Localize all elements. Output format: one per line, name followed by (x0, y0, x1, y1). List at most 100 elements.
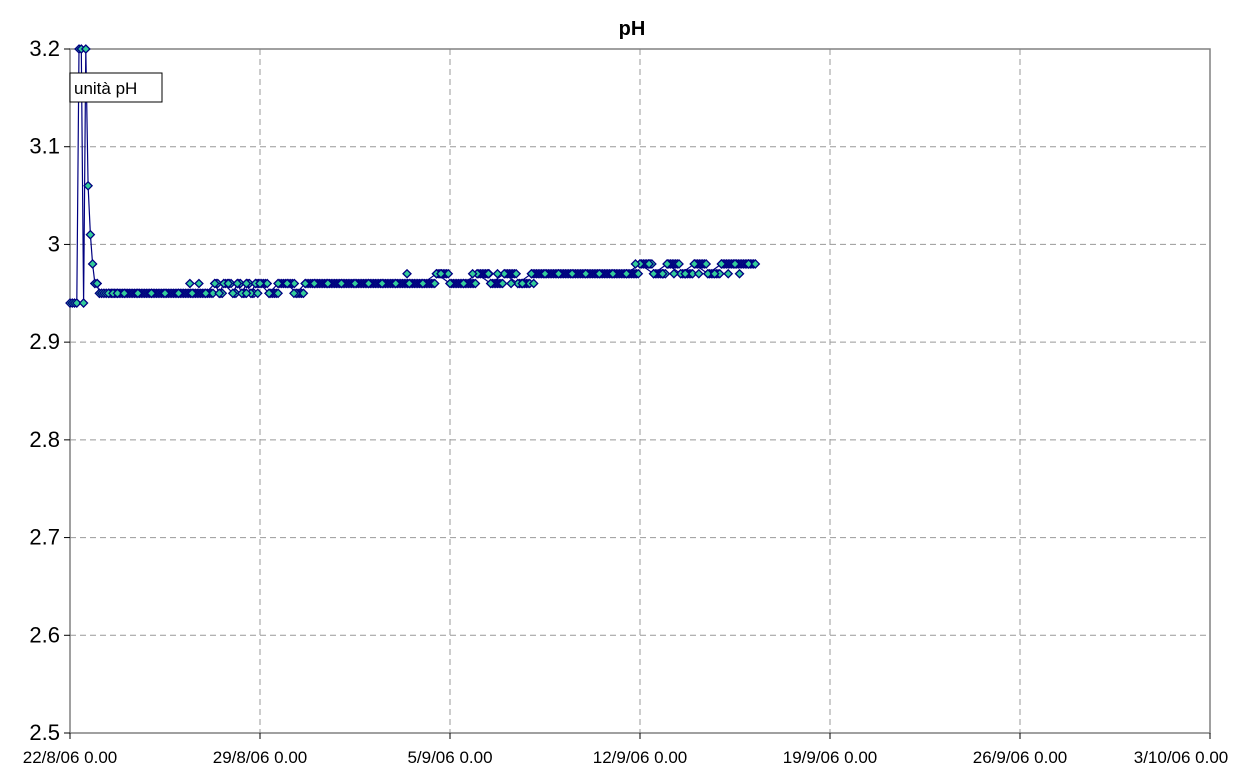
y-tick-label: 3.2 (29, 36, 60, 61)
data-point (499, 268, 510, 279)
x-tick-label: 26/9/06 0.00 (973, 748, 1068, 767)
x-tick-label: 5/9/06 0.00 (407, 748, 492, 767)
data-point (567, 268, 578, 279)
axes: 2.5 2.6 2.7 2.8 2.9 3 3.1 3.2 22/8/06 0.00 29/8/0… (23, 36, 1229, 767)
data-point (350, 278, 360, 289)
data-point (264, 288, 274, 299)
data-point (390, 278, 401, 289)
data-point (146, 288, 157, 299)
data-point (467, 268, 478, 279)
data-point (80, 44, 91, 54)
x-tick-label: 19/9/06 0.00 (783, 748, 878, 767)
data-point (92, 278, 103, 289)
y-tick-label: 2.7 (29, 525, 60, 550)
data-point (648, 268, 659, 279)
data-point (526, 268, 537, 279)
data-point (173, 288, 184, 299)
data-point (674, 259, 684, 269)
data-point (252, 288, 263, 299)
data-point (78, 298, 89, 308)
data-point (669, 268, 679, 279)
data-point (241, 278, 252, 289)
data-point (443, 268, 454, 279)
data-point (716, 259, 727, 269)
data-point (232, 278, 243, 289)
data-point (298, 288, 309, 299)
data-point (209, 278, 220, 289)
data-point (322, 278, 333, 289)
data-point (580, 268, 591, 279)
data-point (511, 268, 522, 279)
data-point (517, 278, 528, 289)
data-point (689, 259, 700, 269)
data-point (404, 278, 415, 289)
data-point (85, 229, 96, 240)
data-point (227, 288, 238, 299)
data-point (436, 268, 446, 279)
data-point (300, 278, 311, 289)
data-point (662, 259, 673, 269)
data-point (734, 268, 745, 279)
data-point (187, 288, 198, 299)
y-tick-label: 3.1 (29, 134, 60, 159)
grid (70, 49, 1211, 733)
data-point (458, 278, 469, 289)
data-point (680, 268, 691, 279)
data-point (223, 278, 234, 289)
y-tick-label: 2.6 (29, 622, 60, 647)
data-point (630, 259, 641, 269)
data-point (657, 268, 668, 279)
data-point (540, 268, 550, 279)
data-point (644, 259, 654, 269)
data-point (200, 288, 211, 299)
data-point (445, 278, 455, 289)
data-point (417, 278, 428, 289)
y-tick-label: 2.5 (29, 720, 60, 745)
data-point (282, 278, 293, 289)
x-tick-label: 29/8/06 0.00 (213, 748, 308, 767)
data-point (309, 278, 320, 289)
data-point (377, 278, 388, 289)
data-point (483, 268, 494, 279)
data-point (594, 268, 605, 279)
y-tick-label: 2.8 (29, 427, 60, 452)
data-point (119, 288, 130, 299)
data-point (528, 278, 539, 289)
data-point (553, 268, 564, 279)
data-point (470, 278, 481, 289)
data-point (241, 288, 252, 299)
x-tick-label: 22/8/06 0.00 (23, 748, 118, 767)
data-point (255, 278, 265, 289)
data-point (262, 278, 273, 289)
data-point (709, 268, 720, 279)
data-point (750, 259, 761, 269)
data-point (402, 268, 412, 279)
x-tick-label: 12/9/06 0.00 (593, 748, 688, 767)
data-point (273, 278, 284, 289)
series-unita-ph (65, 44, 761, 308)
data-point (429, 278, 440, 289)
y-tick-label: 2.9 (29, 329, 60, 354)
y-tick-label: 3 (48, 231, 60, 256)
legend-label: unità pH (74, 79, 137, 98)
data-point (693, 268, 704, 279)
chart-title: pH (619, 18, 646, 40)
data-point (633, 268, 644, 279)
data-point (336, 278, 347, 289)
legend: unità pH (69, 72, 163, 103)
data-point (83, 180, 94, 191)
data-point (485, 278, 496, 289)
data-point (607, 268, 618, 279)
data-point (730, 259, 740, 269)
data-point (289, 288, 299, 299)
data-point (723, 268, 734, 279)
data-point (621, 268, 632, 279)
data-point (289, 278, 300, 289)
data-point (506, 278, 516, 289)
data-point (160, 288, 170, 299)
data-point (184, 278, 195, 289)
data-point (194, 278, 204, 289)
data-point (701, 259, 712, 269)
data-point (492, 268, 503, 279)
